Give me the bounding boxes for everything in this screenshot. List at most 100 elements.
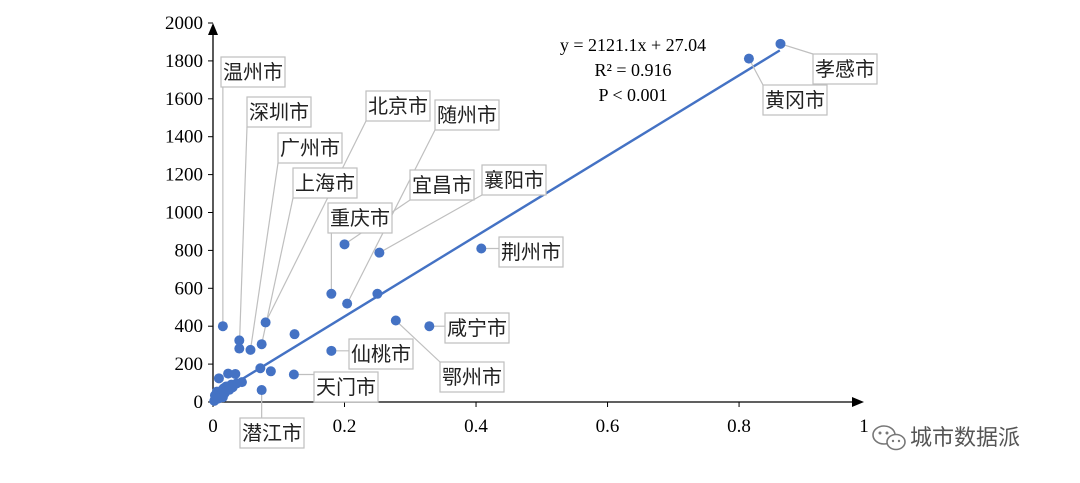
data-point bbox=[743, 53, 754, 64]
regression-annotation: y = 2121.1x + 27.04 R² = 0.916 P < 0.001 bbox=[560, 35, 706, 105]
label-leader-lines bbox=[222, 43, 814, 418]
data-point bbox=[234, 343, 245, 354]
data-label-box bbox=[439, 361, 505, 393]
data-point bbox=[217, 392, 228, 403]
data-label: 孝感市 bbox=[815, 57, 875, 81]
data-point bbox=[260, 317, 271, 328]
data-label-box bbox=[292, 167, 358, 199]
x-tick-label: 0.4 bbox=[464, 416, 488, 437]
y-axis-arrow bbox=[208, 23, 218, 35]
data-point bbox=[424, 321, 435, 332]
data-label: 仙桃市 bbox=[351, 342, 411, 366]
data-label-box bbox=[481, 164, 547, 196]
leader-line bbox=[238, 126, 248, 349]
data-label-box bbox=[498, 236, 564, 268]
x-tick-label: 0.8 bbox=[727, 416, 751, 437]
data-points bbox=[209, 38, 786, 406]
data-label: 广州市 bbox=[280, 136, 340, 160]
y-tick-label: 1600 bbox=[165, 89, 203, 110]
trendline-group bbox=[212, 49, 781, 398]
data-label: 鄂州市 bbox=[442, 365, 502, 389]
data-point bbox=[256, 339, 267, 350]
data-point bbox=[217, 321, 228, 332]
y-tick-label: 1200 bbox=[165, 165, 203, 186]
data-point bbox=[326, 288, 337, 299]
y-tick-label: 1400 bbox=[165, 127, 203, 148]
leader-line bbox=[249, 162, 279, 350]
x-axis-arrow bbox=[852, 397, 864, 407]
data-label-box bbox=[239, 417, 305, 449]
data-label-box bbox=[444, 312, 510, 344]
data-label: 上海市 bbox=[295, 171, 355, 195]
trendline bbox=[212, 49, 781, 398]
data-point bbox=[256, 385, 267, 396]
data-label-box bbox=[812, 53, 878, 85]
data-point bbox=[227, 382, 238, 393]
data-label-box bbox=[348, 338, 414, 370]
x-tick-label: 0.2 bbox=[333, 416, 357, 437]
data-label-box bbox=[246, 96, 312, 128]
data-label-box bbox=[313, 371, 379, 403]
data-point bbox=[213, 373, 224, 384]
data-label: 咸宁市 bbox=[447, 316, 507, 340]
data-point bbox=[288, 369, 299, 380]
y-tick-label: 400 bbox=[175, 316, 204, 337]
data-point bbox=[223, 368, 234, 379]
data-label-box bbox=[220, 56, 286, 88]
leader-line bbox=[395, 320, 441, 363]
y-tick-label: 800 bbox=[175, 240, 204, 261]
y-tick-label: 200 bbox=[175, 354, 204, 375]
x-tick-label-end: 1 bbox=[859, 416, 869, 437]
data-point bbox=[342, 298, 353, 309]
data-label: 荆州市 bbox=[501, 240, 561, 264]
data-label-box bbox=[409, 169, 475, 201]
leader-line bbox=[379, 194, 483, 254]
x-tick-label: 0 bbox=[208, 416, 218, 437]
data-label-box bbox=[434, 99, 500, 131]
annotation-line: y = 2121.1x + 27.04 bbox=[560, 35, 706, 55]
data-point bbox=[390, 315, 401, 326]
data-point bbox=[775, 38, 786, 49]
data-point bbox=[374, 247, 385, 258]
data-label: 深圳市 bbox=[249, 100, 309, 124]
data-label: 宜昌市 bbox=[412, 173, 472, 197]
data-point bbox=[230, 368, 241, 379]
data-point bbox=[265, 366, 276, 377]
y-tick-label: 0 bbox=[194, 392, 204, 413]
data-label: 温州市 bbox=[223, 60, 283, 84]
data-point bbox=[255, 363, 266, 374]
data-label: 重庆市 bbox=[330, 206, 390, 230]
data-point bbox=[372, 288, 383, 299]
axes: 0 200 400 600 800 1000 1200 1400 1600 1800 2000 0 0.… bbox=[165, 13, 869, 437]
watermark-text: 城市数据派 bbox=[910, 426, 1020, 451]
data-label: 潜江市 bbox=[242, 421, 302, 445]
wechat-icon bbox=[872, 425, 906, 451]
data-label: 襄阳市 bbox=[484, 168, 544, 192]
leader-line bbox=[780, 43, 814, 55]
annotation-line: P < 0.001 bbox=[599, 85, 668, 105]
y-tick-label: 600 bbox=[175, 278, 204, 299]
y-tick-label: 1000 bbox=[165, 203, 203, 224]
data-point bbox=[289, 329, 300, 340]
data-point bbox=[476, 243, 487, 254]
watermark: 城市数据派 bbox=[872, 425, 1020, 451]
leader-line bbox=[265, 120, 367, 323]
data-label: 天门市 bbox=[316, 375, 376, 399]
annotation-line: R² = 0.916 bbox=[594, 60, 671, 80]
data-label: 北京市 bbox=[368, 94, 428, 118]
data-point bbox=[339, 239, 350, 250]
data-point bbox=[234, 335, 245, 346]
data-label-box bbox=[762, 84, 828, 116]
data-label: 黄冈市 bbox=[765, 88, 825, 112]
data-label-box bbox=[277, 132, 343, 164]
data-point bbox=[245, 344, 256, 355]
data-label-box bbox=[365, 90, 431, 122]
data-point bbox=[326, 345, 337, 356]
data-label-box bbox=[327, 202, 393, 234]
y-tick-label: 1800 bbox=[165, 51, 203, 72]
x-tick-label: 0.6 bbox=[596, 416, 620, 437]
y-tick-label: 2000 bbox=[165, 13, 203, 34]
data-label: 随州市 bbox=[437, 103, 497, 127]
